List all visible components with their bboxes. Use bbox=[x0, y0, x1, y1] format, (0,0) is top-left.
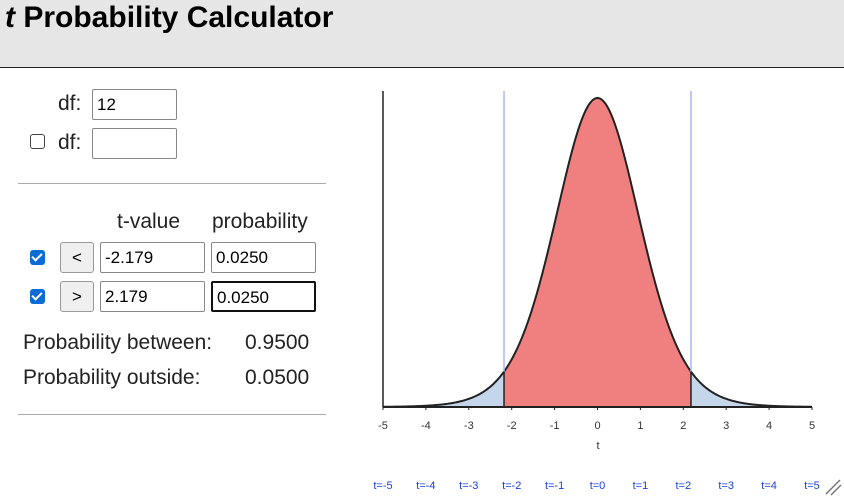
density-curve bbox=[382, 96, 813, 408]
df2-checkbox[interactable] bbox=[30, 134, 45, 149]
tail-area bbox=[690, 371, 812, 407]
t-value-input[interactable]: -2.179 bbox=[100, 242, 205, 273]
between-label: Probability between: bbox=[23, 331, 213, 354]
x-tick-label: 2 bbox=[680, 420, 686, 432]
t-link[interactable]: t=-2 bbox=[502, 480, 521, 492]
probability-input[interactable]: 0.0250 bbox=[211, 281, 316, 312]
df-input[interactable]: 12 bbox=[92, 89, 177, 120]
title-var: t bbox=[5, 1, 15, 34]
x-tick-label: 3 bbox=[723, 420, 729, 432]
center-area bbox=[504, 98, 691, 407]
column-header: probability bbox=[212, 210, 308, 233]
x-axis-label: t bbox=[596, 440, 599, 452]
column-header: t-value bbox=[117, 210, 181, 233]
outside-label: Probability outside: bbox=[23, 366, 201, 389]
t-link[interactable]: t=1 bbox=[633, 480, 649, 492]
t-link[interactable]: t=2 bbox=[675, 480, 691, 492]
t-link[interactable]: t=-1 bbox=[545, 480, 564, 492]
t-link[interactable]: t=0 bbox=[590, 480, 606, 492]
x-tick-label: 0 bbox=[594, 420, 600, 432]
x-tick-label: -5 bbox=[378, 420, 388, 432]
x-tick-label: -1 bbox=[550, 420, 560, 432]
divider bbox=[18, 414, 326, 415]
title: t Probability Calculator bbox=[5, 0, 333, 36]
df2-input[interactable] bbox=[92, 128, 177, 159]
title-text: Probability Calculator bbox=[23, 1, 334, 34]
x-tick-label: 4 bbox=[766, 420, 772, 432]
t-link[interactable]: t=4 bbox=[761, 480, 777, 492]
x-tick-label: 1 bbox=[637, 420, 643, 432]
df2-label: df: bbox=[58, 131, 82, 154]
x-tick-label: 5 bbox=[809, 420, 815, 432]
t-link[interactable]: t=5 bbox=[804, 480, 820, 492]
row-checkbox[interactable] bbox=[30, 289, 45, 304]
direction-button[interactable]: > bbox=[60, 281, 94, 312]
divider bbox=[18, 183, 326, 184]
direction-button[interactable]: < bbox=[60, 242, 94, 273]
t-link[interactable]: t=-5 bbox=[373, 480, 392, 492]
row-checkbox[interactable] bbox=[30, 250, 45, 265]
t-link[interactable]: t=3 bbox=[718, 480, 734, 492]
t-link[interactable]: t=-3 bbox=[459, 480, 478, 492]
t-value-input[interactable]: 2.179 bbox=[100, 281, 205, 312]
x-tick-label: -4 bbox=[421, 420, 431, 432]
x-tick-label: -3 bbox=[464, 420, 474, 432]
resize-grip bbox=[825, 479, 842, 496]
header: t Probability Calculator bbox=[0, 0, 844, 68]
probability-input[interactable]: 0.0250 bbox=[211, 242, 316, 273]
tail-area bbox=[383, 371, 505, 407]
outside-value: 0.0500 bbox=[245, 366, 310, 389]
t-link[interactable]: t=-4 bbox=[416, 480, 435, 492]
df-label: df: bbox=[58, 92, 82, 115]
between-value: 0.9500 bbox=[245, 331, 310, 354]
x-tick-label: -2 bbox=[507, 420, 517, 432]
